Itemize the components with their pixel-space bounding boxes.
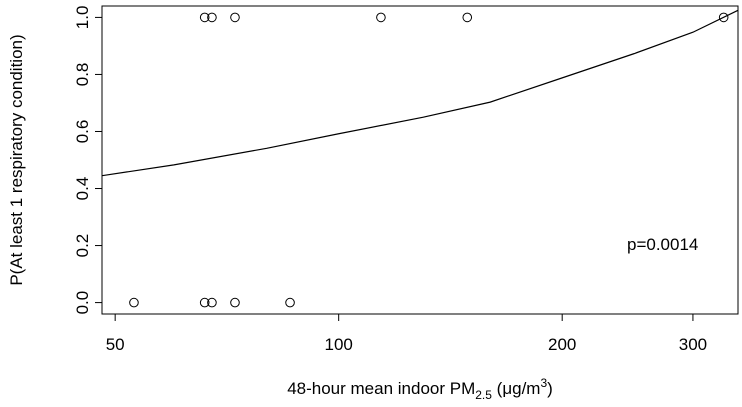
y-tick-label: 0.6 bbox=[73, 120, 92, 144]
x-tick-label: 300 bbox=[679, 335, 707, 354]
y-tick-label: 0.4 bbox=[73, 177, 92, 201]
data-point bbox=[199, 297, 210, 308]
data-point bbox=[199, 12, 210, 23]
x-tick-label: 100 bbox=[324, 335, 352, 354]
x-axis-title-unit-open: ( bbox=[492, 379, 503, 398]
x-axis-title-subscript: 2.5 bbox=[475, 388, 492, 402]
y-tick-label: 0.8 bbox=[73, 63, 92, 87]
x-axis-title: 48-hour mean indoor PM2.5 (μg/m3) bbox=[287, 376, 553, 402]
y-axis-title: P(At least 1 respiratory condition) bbox=[7, 34, 26, 285]
x-axis-title-superscript: 3 bbox=[540, 376, 547, 390]
data-point bbox=[230, 297, 240, 308]
x-axis-title-unit-close: ) bbox=[547, 379, 553, 398]
y-axis: 0.0 0.2 0.4 0.6 0.8 1.0 bbox=[73, 6, 102, 315]
y-tick-label: 1.0 bbox=[73, 6, 92, 30]
data-point bbox=[129, 297, 139, 308]
data-point bbox=[230, 12, 240, 23]
annotation-text: p=0.0014 bbox=[627, 235, 698, 254]
x-axis: 50 100 200 300 bbox=[106, 314, 707, 354]
data-point bbox=[207, 297, 217, 308]
y-tick-label: 0.0 bbox=[73, 291, 92, 315]
fit-curve bbox=[102, 9, 738, 177]
x-axis-title-unit: g/m bbox=[512, 379, 540, 398]
y-tick-label: 0.2 bbox=[73, 234, 92, 258]
data-points bbox=[129, 12, 729, 308]
data-point bbox=[207, 12, 217, 23]
x-axis-title-prefix: 48-hour mean indoor PM bbox=[287, 379, 475, 398]
x-tick-label: 200 bbox=[548, 335, 576, 354]
x-tick-label: 50 bbox=[106, 335, 125, 354]
plot-frame bbox=[101, 5, 739, 315]
data-point bbox=[376, 12, 386, 23]
data-point bbox=[285, 297, 295, 308]
x-axis-title-mu: μ bbox=[502, 379, 512, 398]
data-point bbox=[462, 12, 473, 23]
data-point bbox=[718, 12, 729, 23]
